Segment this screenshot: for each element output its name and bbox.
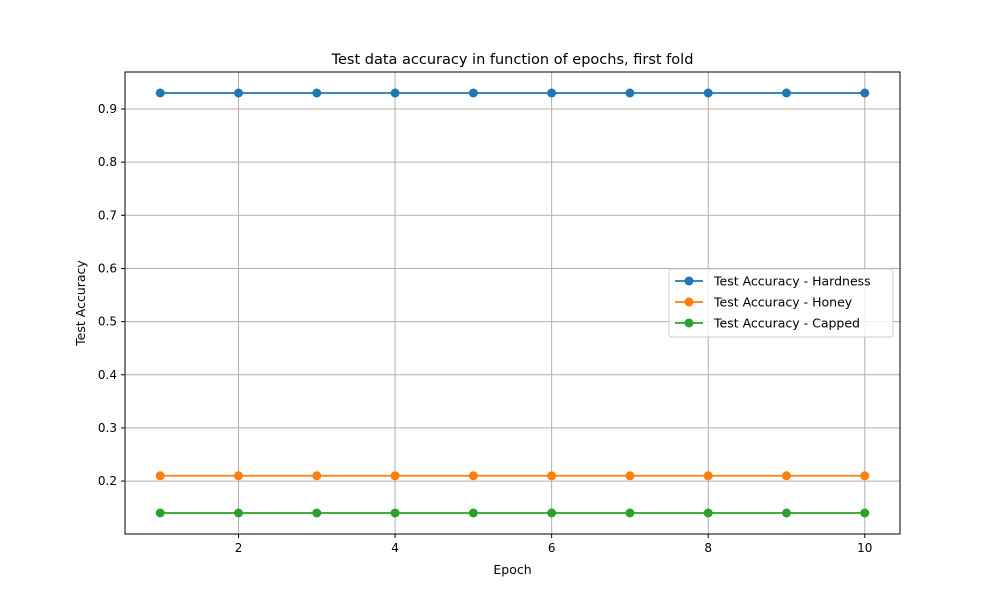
data-point [155, 471, 165, 481]
data-point [155, 88, 165, 98]
data-point [312, 508, 322, 518]
y-tick-label: 0.2 [98, 474, 117, 488]
data-point [312, 88, 322, 98]
data-point [390, 88, 400, 98]
series-1 [155, 88, 870, 98]
chart-title: Test data accuracy in function of epochs… [331, 52, 694, 68]
plot-frame [124, 71, 901, 535]
legend: Test Accuracy - Hardness Test Accuracy - … [668, 268, 894, 338]
data-point [860, 471, 870, 481]
data-point [155, 508, 165, 518]
legend-item: Test Accuracy - Hardness [675, 274, 871, 289]
data-point [860, 88, 870, 98]
legend-label: Test Accuracy - Hardness [713, 274, 871, 289]
data-point [468, 471, 478, 481]
y-tick-label: 0.4 [98, 368, 117, 382]
legend-item: Test Accuracy - Capped [675, 316, 860, 331]
data-point [468, 508, 478, 518]
legend-marker [684, 276, 694, 286]
y-tick-label: 0.7 [98, 208, 117, 222]
data-point [781, 508, 791, 518]
data-point [703, 508, 713, 518]
legend-marker [684, 318, 694, 328]
axis-ticks: 2 4 6 8 10 0.2 0.3 0.4 0.5 0.6 0.7 0.8 0.9 [98, 102, 873, 555]
legend-label: Test Accuracy - Capped [713, 316, 860, 331]
data-point [860, 508, 870, 518]
data-point [703, 88, 713, 98]
data-point [468, 88, 478, 98]
data-point [625, 471, 635, 481]
x-tick-label: 2 [235, 541, 243, 555]
legend-box [668, 268, 894, 338]
legend-marker [684, 297, 694, 307]
x-tick-label: 10 [857, 541, 872, 555]
series-layer [155, 88, 870, 518]
y-tick-label: 0.6 [98, 261, 117, 275]
data-point [547, 88, 557, 98]
x-tick-label: 6 [548, 541, 556, 555]
data-point [547, 508, 557, 518]
series-3 [155, 508, 870, 518]
grid-lines [125, 72, 900, 534]
x-tick-label: 8 [704, 541, 712, 555]
data-point [547, 471, 557, 481]
y-tick-label: 0.5 [98, 315, 117, 329]
legend-label: Test Accuracy - Honey [713, 295, 853, 310]
data-point [234, 88, 244, 98]
y-tick-label: 0.9 [98, 102, 117, 116]
x-tick-label: 4 [391, 541, 399, 555]
data-point [625, 508, 635, 518]
data-point [781, 88, 791, 98]
y-tick-label: 0.3 [98, 421, 117, 435]
data-point [390, 508, 400, 518]
legend-item: Test Accuracy - Honey [675, 295, 853, 310]
series-2 [155, 471, 870, 481]
data-point [234, 508, 244, 518]
data-point [703, 471, 713, 481]
x-axis-label: Epoch [493, 562, 531, 577]
data-point [312, 471, 322, 481]
data-point [625, 88, 635, 98]
y-axis-label: Test Accuracy [73, 260, 88, 347]
data-point [781, 471, 791, 481]
data-point [390, 471, 400, 481]
data-point [234, 471, 244, 481]
y-tick-label: 0.8 [98, 155, 117, 169]
